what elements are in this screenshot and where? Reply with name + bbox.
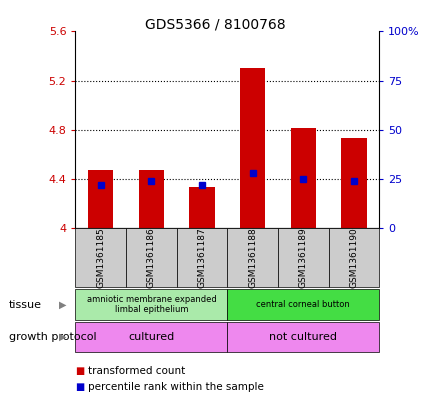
Text: GSM1361185: GSM1361185 xyxy=(96,227,105,288)
Bar xyxy=(75,228,126,287)
Text: GDS5366 / 8100768: GDS5366 / 8100768 xyxy=(145,18,285,32)
Text: not cultured: not cultured xyxy=(269,332,337,342)
Bar xyxy=(126,228,176,287)
Text: amniotic membrane expanded
limbal epithelium: amniotic membrane expanded limbal epithe… xyxy=(86,295,216,314)
Text: growth protocol: growth protocol xyxy=(9,332,96,342)
Bar xyxy=(75,289,227,320)
Text: ■: ■ xyxy=(75,366,84,376)
Bar xyxy=(176,228,227,287)
Bar xyxy=(189,187,214,228)
Bar xyxy=(227,289,378,320)
Text: GSM1361189: GSM1361189 xyxy=(298,227,307,288)
Bar xyxy=(138,170,164,228)
Text: GSM1361186: GSM1361186 xyxy=(147,227,156,288)
Bar xyxy=(227,228,277,287)
Text: GSM1361187: GSM1361187 xyxy=(197,227,206,288)
Text: GSM1361190: GSM1361190 xyxy=(349,227,358,288)
Text: percentile rank within the sample: percentile rank within the sample xyxy=(88,382,264,392)
Text: central corneal button: central corneal button xyxy=(256,300,350,309)
Bar xyxy=(240,68,265,228)
Text: transformed count: transformed count xyxy=(88,366,185,376)
Bar xyxy=(227,322,378,352)
Bar xyxy=(75,322,227,352)
Bar xyxy=(341,138,366,228)
Bar xyxy=(277,228,328,287)
Bar xyxy=(290,129,315,228)
Bar xyxy=(88,170,113,228)
Text: GSM1361188: GSM1361188 xyxy=(248,227,257,288)
Text: ■: ■ xyxy=(75,382,84,392)
Text: tissue: tissue xyxy=(9,299,42,310)
Text: ▶: ▶ xyxy=(59,332,67,342)
Bar xyxy=(328,228,378,287)
Text: cultured: cultured xyxy=(128,332,174,342)
Text: ▶: ▶ xyxy=(59,299,67,310)
